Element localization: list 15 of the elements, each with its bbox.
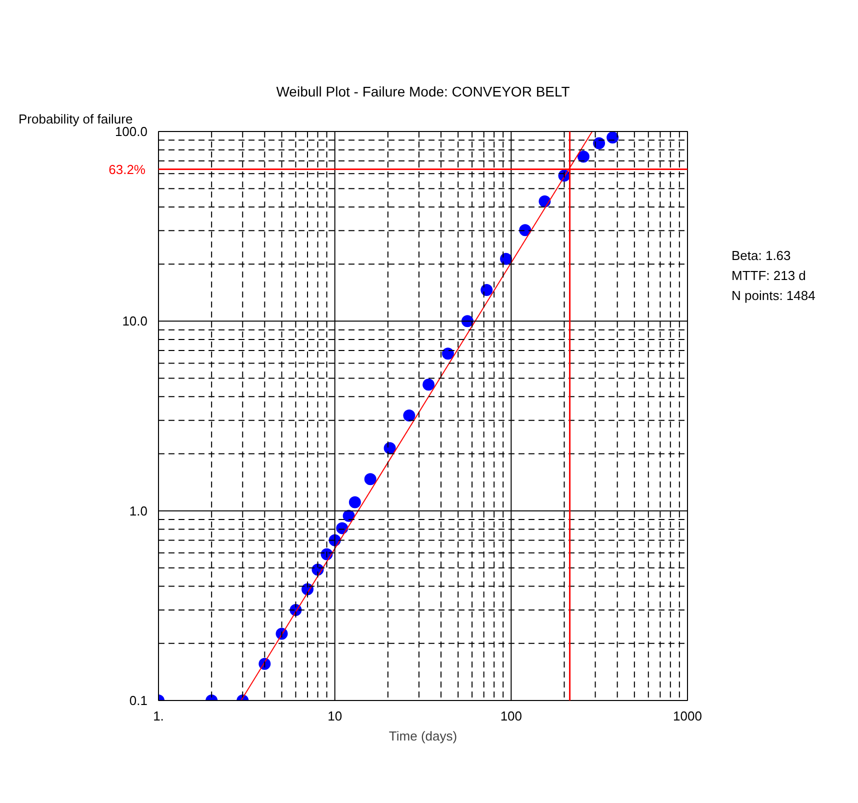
- y-tick-label: 0.1: [129, 693, 148, 708]
- y-tick-label: 100.0: [114, 124, 148, 139]
- x-tick-label: 10: [328, 708, 342, 724]
- text: N points: 1484: [732, 288, 816, 303]
- x-tick-label: 1000: [673, 708, 702, 724]
- x-axis-title: Time (days): [388, 728, 458, 744]
- x-tick-label: 1.: [153, 708, 164, 724]
- chart-title: Weibull Plot - Failure Mode: CONVEYOR BELT: [276, 84, 570, 100]
- y-tick-label: 1.0: [129, 503, 148, 518]
- ref-line-label: 63.2%: [108, 162, 146, 177]
- y-tick-label: 10.0: [122, 314, 148, 329]
- y-axis-title: Probability of failure: [18, 112, 133, 126]
- text: MTTF: 213 d: [732, 268, 806, 283]
- x-tick-label: 100: [500, 708, 522, 724]
- text: Beta: 1.63: [732, 248, 791, 263]
